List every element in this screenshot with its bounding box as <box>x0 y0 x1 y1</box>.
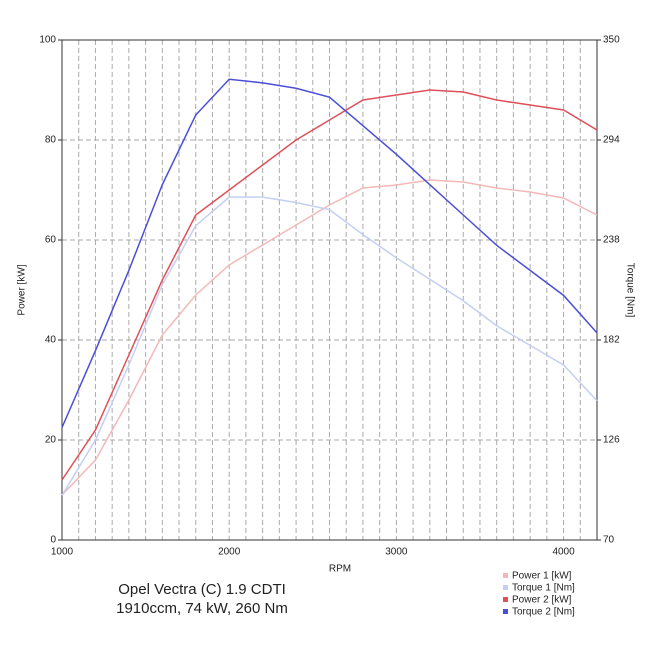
y2-tick-label: 238 <box>603 235 620 246</box>
legend-label: Power 1 [kW] <box>512 571 572 582</box>
legend-label: Torque 1 [Nm] <box>512 583 575 594</box>
series-line <box>61 196 598 496</box>
y2-tick-label: 182 <box>603 335 620 346</box>
series-line <box>61 89 598 481</box>
y2-axis-label: Torque [Nm] <box>624 263 635 318</box>
plot-frame <box>61 39 598 541</box>
y-tick-label: 20 <box>45 435 57 446</box>
x-axis-label: RPM <box>329 564 351 575</box>
series-line <box>61 179 598 496</box>
y-tick-label: 60 <box>45 235 57 246</box>
legend-swatch <box>503 609 508 614</box>
y-tick-label: 40 <box>45 335 57 346</box>
legend-swatch <box>503 585 508 590</box>
y-tick-label: 0 <box>50 535 56 546</box>
y2-tick-label: 70 <box>603 535 615 546</box>
legend-swatch <box>503 573 508 578</box>
series-line <box>61 78 598 428</box>
x-tick-label: 2000 <box>218 547 241 558</box>
legend-label: Power 2 [kW] <box>512 595 572 606</box>
y-tick-label: 80 <box>45 135 57 146</box>
x-tick-label: 3000 <box>385 547 408 558</box>
y-axis-label: Power [kW] <box>17 264 28 315</box>
y2-tick-label: 350 <box>603 35 620 46</box>
legend-label: Torque 2 [Nm] <box>512 607 575 618</box>
x-tick-label: 1000 <box>51 547 74 558</box>
y2-tick-label: 294 <box>603 135 620 146</box>
chart-subtitle: 1910ccm, 74 kW, 260 Nm <box>116 600 288 617</box>
x-tick-label: 4000 <box>552 547 575 558</box>
y2-tick-label: 126 <box>603 435 620 446</box>
y-tick-label: 100 <box>39 35 56 46</box>
chart-title: Opel Vectra (C) 1.9 CDTI <box>118 581 286 598</box>
legend-swatch <box>503 597 508 602</box>
